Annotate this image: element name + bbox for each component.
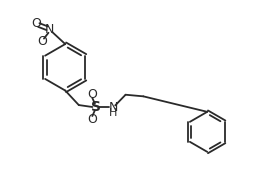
Text: O: O — [38, 35, 48, 48]
Text: O: O — [88, 113, 97, 126]
Text: O: O — [88, 88, 97, 101]
Text: N: N — [109, 101, 118, 114]
Text: S: S — [90, 100, 101, 114]
Text: N: N — [45, 23, 55, 36]
Text: O: O — [31, 17, 41, 30]
Text: H: H — [109, 109, 118, 118]
